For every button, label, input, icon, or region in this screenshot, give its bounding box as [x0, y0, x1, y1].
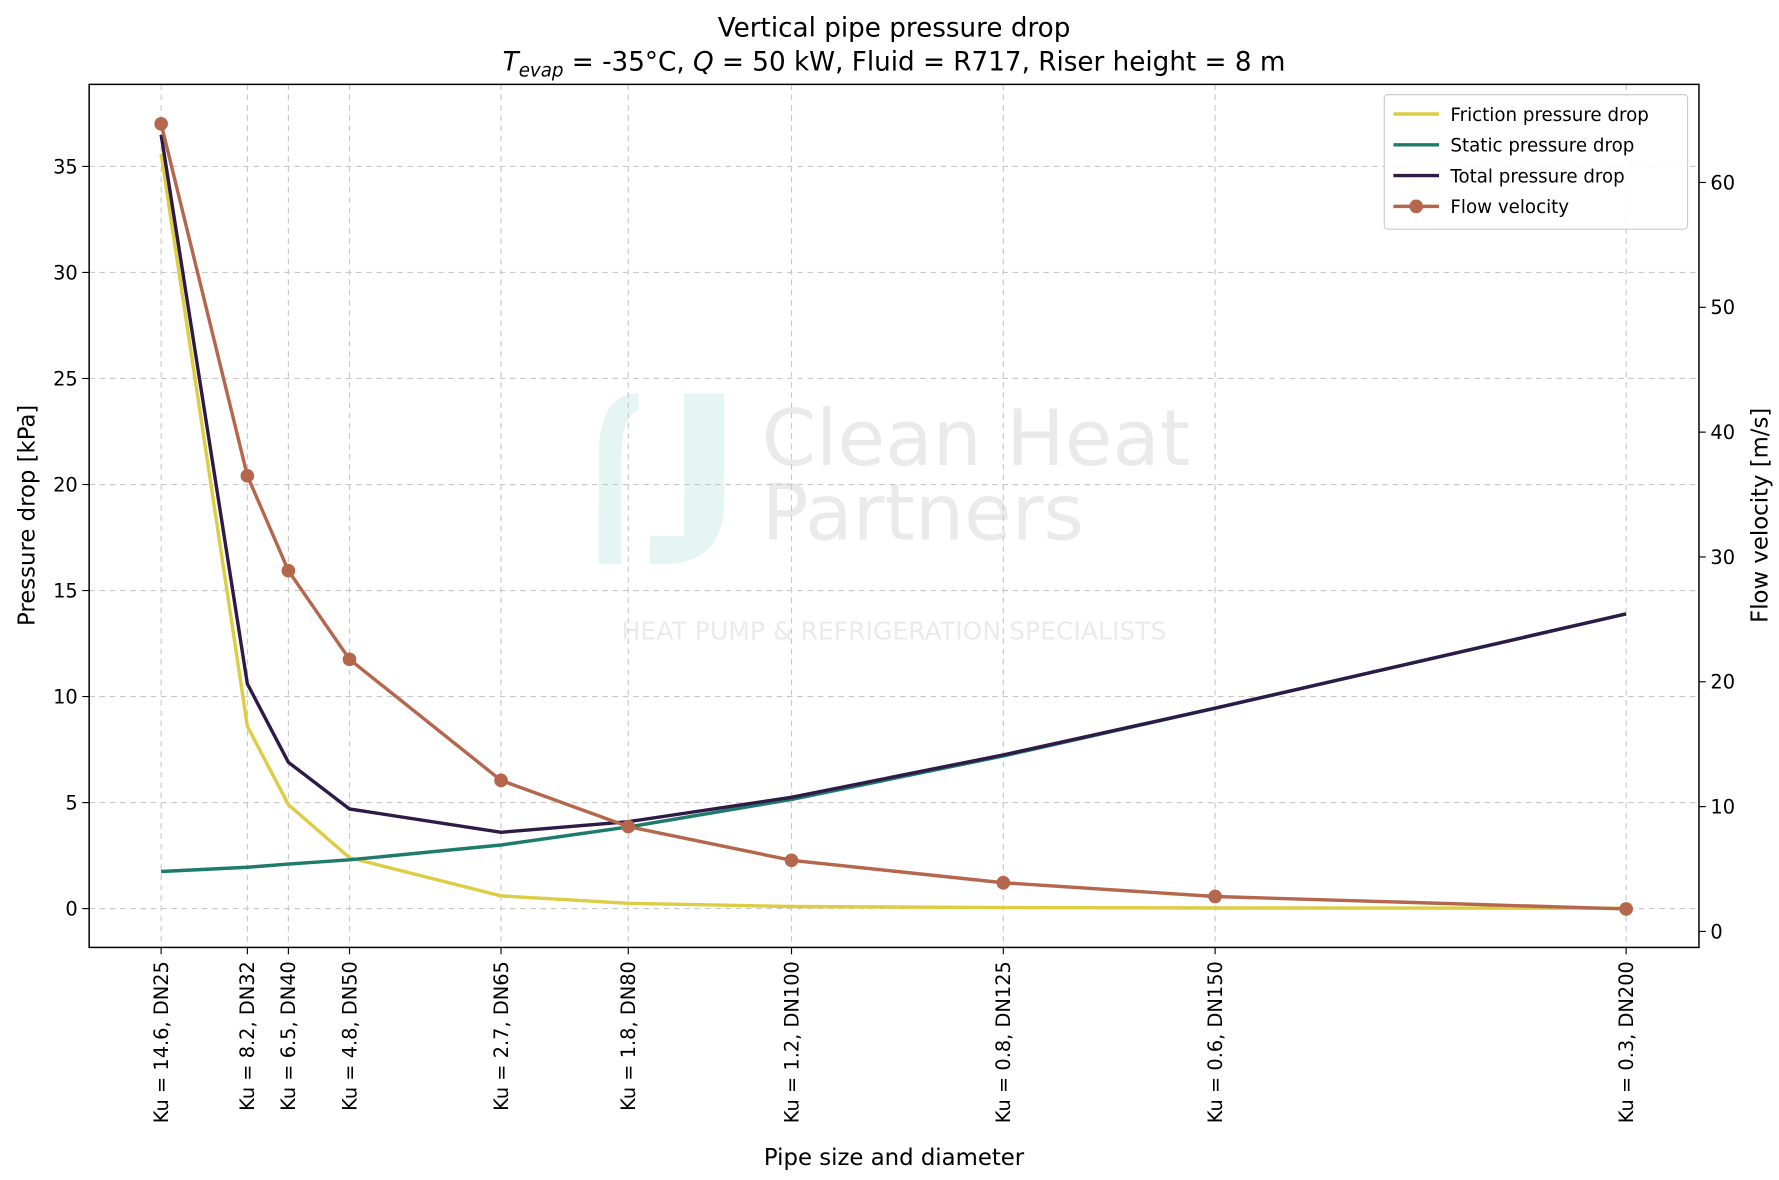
y-tick-label: 5 — [65, 791, 77, 814]
x-tick-label: Ku = 8.2, DN32 — [236, 961, 259, 1111]
y-tick-label: 30 — [53, 261, 78, 284]
data-point — [240, 468, 255, 483]
data-point — [494, 773, 508, 788]
watermark-logo — [650, 393, 725, 565]
subtitle-part: = -35°C, — [563, 48, 693, 78]
watermark-text: Partners — [762, 468, 1084, 558]
x-tick-label: Ku = 6.5, DN40 — [277, 961, 300, 1111]
y-tick-label: 20 — [53, 473, 78, 496]
y2-tick-label: 40 — [1710, 421, 1735, 444]
subtitle-part: Q — [693, 48, 714, 78]
data-point — [784, 853, 799, 868]
y2-tick-label: 60 — [1710, 171, 1735, 194]
x-tick-label: Ku = 4.8, DN50 — [338, 961, 361, 1111]
subtitle-part: evap — [519, 60, 564, 81]
y2-tick-label: 10 — [1710, 795, 1735, 818]
watermark: Clean Heat Partners HEAT PUMP & REFRIGER… — [598, 393, 1191, 646]
x-tick-label: Ku = 1.8, DN80 — [617, 961, 640, 1111]
y-axis-label: Pressure drop [kPa] — [14, 405, 40, 626]
y-tick-label: 10 — [53, 685, 78, 708]
y2-tick-label: 20 — [1710, 671, 1735, 694]
legend-label: Flow velocity — [1450, 197, 1569, 218]
data-point — [1619, 902, 1633, 916]
legend-label: Friction pressure drop — [1450, 105, 1648, 126]
series-line — [159, 123, 1627, 911]
data-point — [1208, 889, 1222, 904]
y-tick-label: 25 — [53, 367, 78, 390]
chart-title: Vertical pipe pressure drop — [718, 13, 1071, 43]
x-tick-label: Ku = 2.7, DN65 — [490, 961, 513, 1111]
data-point — [996, 875, 1011, 890]
x-tick-label: Ku = 0.6, DN150 — [1204, 961, 1227, 1123]
watermark-text: Clean Heat — [762, 394, 1191, 484]
data-point — [281, 563, 296, 578]
legend-label: Total pressure drop — [1449, 166, 1624, 187]
y2-axis-label: Flow velocity [m/s] — [1747, 408, 1773, 623]
chart-subtitle: Tevap = -35°C, Q = 50 kW, Fluid = R717, … — [503, 48, 1286, 82]
data-point — [342, 652, 357, 667]
plot-frame — [88, 83, 1700, 949]
y-tick-label: 15 — [53, 579, 78, 602]
series-line — [161, 612, 1627, 874]
y-tick-label: 35 — [53, 155, 78, 178]
x-tick-label: Ku = 1.2, DN100 — [780, 961, 803, 1123]
x-axis-label: Pipe size and diameter — [764, 1145, 1025, 1171]
legend-label: Static pressure drop — [1450, 136, 1634, 157]
y2-tick-label: 0 — [1710, 920, 1722, 943]
watermark-tagline: HEAT PUMP & REFRIGERATION SPECIALISTS — [622, 617, 1167, 646]
watermark-logo — [598, 393, 639, 565]
legend-box — [1383, 94, 1689, 230]
legend-marker — [1409, 199, 1424, 214]
x-tick-label: Ku = 0.8, DN125 — [992, 961, 1015, 1123]
y2-tick-label: 50 — [1710, 296, 1735, 319]
x-tick-label: Ku = 14.6, DN25 — [150, 961, 173, 1123]
data-point — [621, 819, 636, 834]
data-point — [154, 116, 168, 131]
series-line — [159, 134, 1627, 834]
subtitle-part: = 50 kW, Fluid = R717, Riser height = 8 … — [714, 48, 1286, 78]
subtitle-part: T — [503, 48, 521, 78]
x-tick-label: Ku = 0.3, DN200 — [1615, 961, 1638, 1123]
series-line — [159, 153, 1627, 910]
y-tick-label: 0 — [65, 897, 77, 920]
y2-tick-label: 30 — [1710, 546, 1735, 569]
legend: Friction pressure drop Static pressure dr… — [1383, 94, 1689, 230]
